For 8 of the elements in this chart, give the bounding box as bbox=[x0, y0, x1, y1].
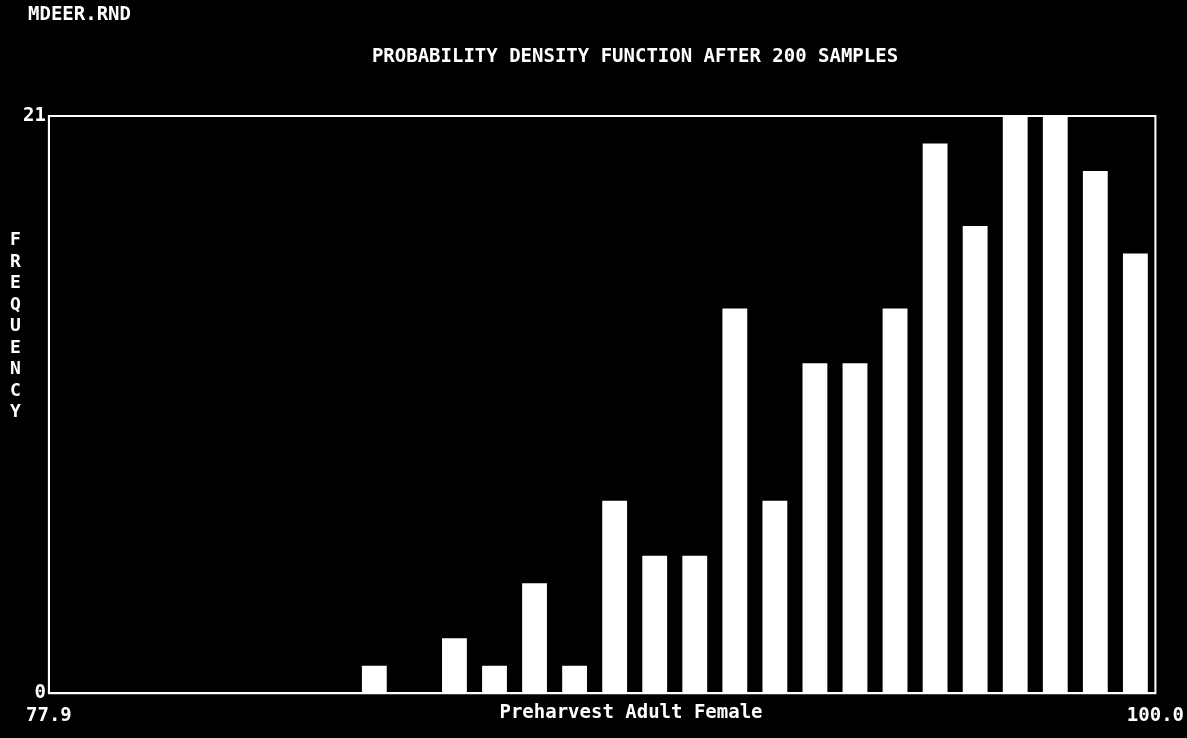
x-tick-label: 100.0 bbox=[1126, 702, 1184, 725]
text: FREQUENCY bbox=[10, 228, 21, 421]
y-tick-label: 21 bbox=[22, 102, 46, 125]
text: MDEER.RND bbox=[28, 2, 131, 24]
x-tick-label: 77.9 bbox=[26, 702, 72, 725]
x-axis-title: Preharvest Adult Female bbox=[499, 700, 763, 722]
y-tick-label: 0 bbox=[34, 680, 46, 703]
chart-title: PROBABILITY DENSITY FUNCTION AFTER 200 SAMPLES bbox=[370, 44, 900, 66]
